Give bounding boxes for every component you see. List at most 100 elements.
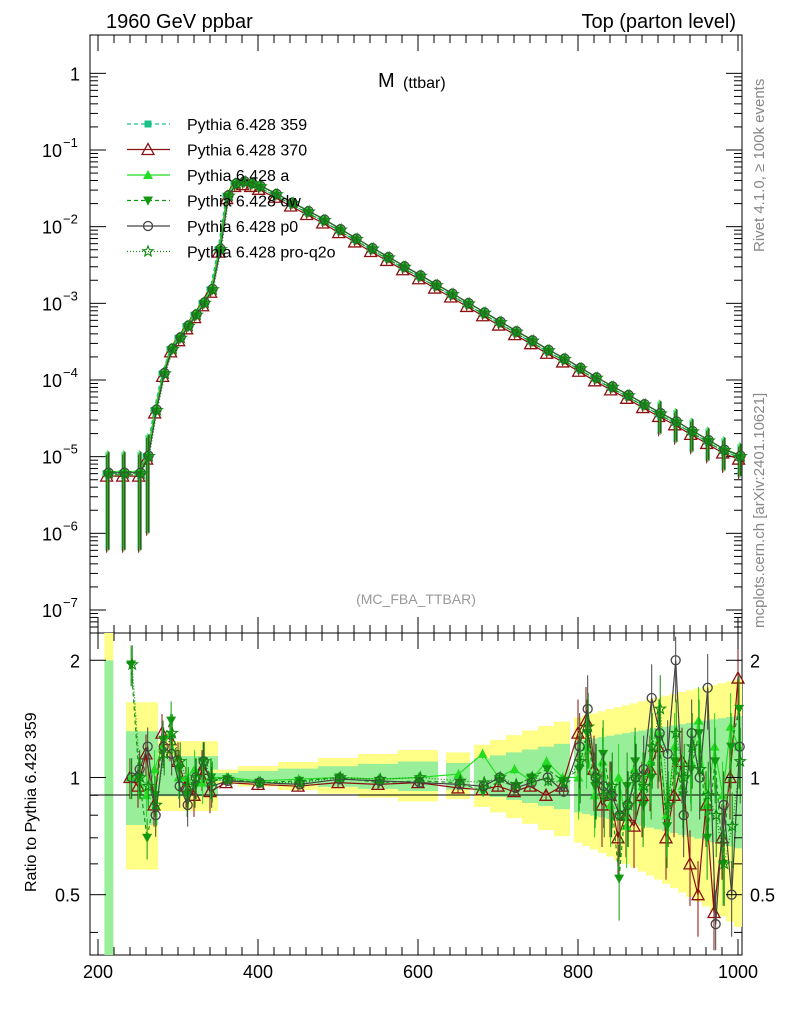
main-ytick-exponent: −3 bbox=[63, 288, 78, 303]
main-series-group bbox=[99, 174, 748, 553]
ratio-point bbox=[522, 778, 538, 792]
ratio-point bbox=[142, 741, 153, 752]
main-point bbox=[134, 466, 148, 480]
ratio-point bbox=[189, 764, 200, 774]
ratio-band-green bbox=[718, 718, 726, 845]
main-point bbox=[638, 397, 652, 411]
ratio-point bbox=[597, 788, 612, 801]
ratio-point bbox=[654, 727, 665, 739]
ratio-point bbox=[294, 776, 305, 786]
main-ytick-exponent: −2 bbox=[63, 212, 78, 227]
ratio-point bbox=[174, 781, 185, 792]
main-point bbox=[622, 388, 636, 402]
main-x-ticks bbox=[97, 35, 739, 633]
main-point bbox=[206, 282, 220, 296]
ratio-point bbox=[542, 772, 553, 783]
ratio-point bbox=[525, 770, 540, 784]
legend-label: Pythia 6.428 pro-q2o bbox=[187, 245, 336, 262]
ratio-point bbox=[630, 757, 641, 767]
legend-entry: Pythia 6.428 pro-q2o bbox=[127, 244, 336, 262]
ratio-band-green bbox=[538, 746, 554, 807]
ratio-series-4 bbox=[125, 645, 748, 906]
xtick-label: 600 bbox=[403, 962, 433, 982]
ratio-point bbox=[690, 887, 706, 901]
ratio-point bbox=[165, 725, 180, 739]
main-point bbox=[606, 380, 620, 393]
main-ytick-label: 10 bbox=[42, 448, 62, 468]
ratio-point bbox=[701, 788, 716, 801]
ratio-point bbox=[477, 775, 492, 789]
ratio-point bbox=[293, 775, 308, 789]
ratio-point bbox=[646, 773, 657, 783]
ratio-point bbox=[189, 770, 204, 784]
ratio-point bbox=[205, 773, 220, 787]
ratio-point bbox=[541, 773, 556, 787]
ratio-point bbox=[142, 833, 153, 843]
main-point bbox=[198, 295, 212, 309]
legend-entry: Pythia 6.428 dw bbox=[127, 194, 301, 211]
ratio-point bbox=[670, 757, 681, 767]
ratio-point bbox=[686, 727, 697, 739]
ratio-point bbox=[626, 818, 642, 832]
ratio-band-green bbox=[150, 731, 158, 826]
ratio-point bbox=[373, 772, 388, 785]
ratio-point bbox=[141, 779, 156, 792]
legend-marker bbox=[143, 196, 153, 206]
ratio-point bbox=[589, 770, 604, 784]
ratio-point bbox=[725, 721, 736, 731]
legend-label: Pythia 6.428 370 bbox=[187, 143, 307, 160]
ratio-point bbox=[734, 741, 745, 752]
ratio-point bbox=[605, 799, 616, 809]
ratio-point bbox=[173, 772, 184, 782]
ratio-point bbox=[670, 655, 681, 666]
ratio-ytick-label-right: 2 bbox=[750, 651, 760, 671]
header-energy: 1960 GeV ppbar bbox=[106, 11, 253, 33]
ratio-band-green bbox=[662, 726, 670, 832]
ratio-point bbox=[661, 797, 676, 811]
ratio-point bbox=[582, 703, 593, 715]
ratio-point bbox=[182, 791, 193, 801]
ratio-point bbox=[221, 772, 236, 785]
ratio-ytick-label: 1 bbox=[70, 768, 80, 788]
main-point bbox=[166, 342, 180, 355]
ratio-point bbox=[710, 919, 721, 930]
legend-marker bbox=[141, 244, 155, 258]
main-point bbox=[478, 305, 492, 319]
main-point bbox=[230, 176, 244, 190]
main-point bbox=[462, 296, 476, 310]
ratio-point bbox=[197, 777, 208, 787]
ratio-point bbox=[490, 778, 506, 792]
ratio-point bbox=[730, 670, 746, 684]
ratio-point bbox=[598, 749, 609, 759]
ratio-point bbox=[166, 716, 177, 726]
xtick-label: 400 bbox=[243, 962, 273, 982]
ratio-point bbox=[645, 756, 656, 766]
ratio-point bbox=[538, 787, 554, 801]
ratio-point bbox=[509, 764, 520, 774]
legend-entry: Pythia 6.428 a bbox=[127, 168, 289, 185]
ratio-point bbox=[717, 856, 732, 870]
main-point bbox=[558, 352, 572, 365]
main-point bbox=[150, 403, 164, 416]
legend-label: Pythia 6.428 p0 bbox=[187, 219, 298, 236]
ratio-point bbox=[733, 754, 748, 768]
ratio-point bbox=[126, 772, 137, 783]
xtick-label: 200 bbox=[83, 962, 113, 982]
ratio-point bbox=[589, 790, 600, 800]
ratio-ytick-label: 0.5 bbox=[55, 886, 80, 906]
main-point bbox=[246, 176, 260, 190]
ratio-point bbox=[173, 754, 188, 768]
ratio-point bbox=[558, 776, 569, 786]
main-point bbox=[118, 466, 132, 480]
ratio-point bbox=[477, 748, 488, 758]
main-point bbox=[318, 213, 332, 226]
ratio-point bbox=[453, 773, 468, 787]
ratio-point bbox=[645, 739, 660, 753]
ratio-point bbox=[581, 719, 596, 733]
main-point bbox=[446, 287, 460, 300]
ratio-point bbox=[734, 704, 745, 714]
main-point bbox=[670, 415, 684, 428]
main-point bbox=[102, 466, 116, 480]
ratio-point bbox=[638, 800, 649, 810]
main-point bbox=[190, 307, 204, 321]
